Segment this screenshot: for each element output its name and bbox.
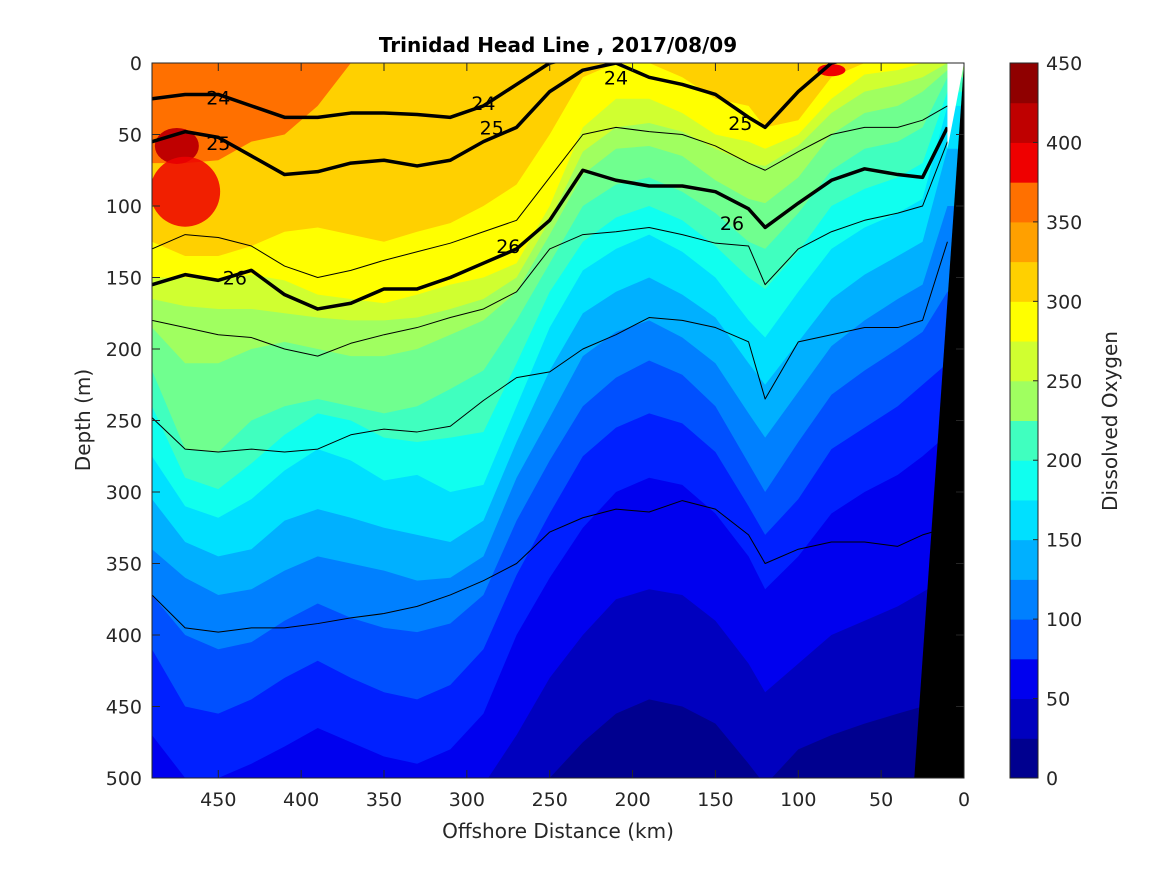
colorbar: 0 50 100 150 200 250 300 350 400 450: [1009, 53, 1082, 790]
density-contour-26: [152, 126, 949, 311]
colorbar-segment: [1010, 579, 1038, 620]
coast-blank: [947, 63, 964, 149]
y-tick-label: 500: [106, 768, 142, 790]
colorbar-segment: [1010, 539, 1038, 580]
y-tick-label: 100: [106, 196, 142, 218]
x-tick-label: 0: [958, 789, 970, 811]
colorbar-tick-label: 150: [1046, 530, 1082, 552]
density-contour-thin: [152, 141, 948, 357]
colorbar-tick-label: 200: [1046, 450, 1082, 472]
x-axis-label: Offshore Distance (km): [442, 819, 674, 843]
colorbar-segment: [1010, 301, 1038, 342]
density-contour-thin: [152, 105, 948, 278]
y-tick-label: 200: [106, 339, 142, 361]
colorbar-segment: [1010, 63, 1038, 104]
x-tick-label: 300: [449, 789, 485, 811]
contour-label-25: 25: [206, 133, 230, 155]
chart-title: Trinidad Head Line , 2017/08/09: [379, 33, 737, 57]
colorbar-tick-label: 350: [1046, 212, 1082, 234]
colorbar-segment: [1010, 658, 1038, 700]
y-tick-label: 50: [118, 125, 142, 147]
x-tick-label: 100: [780, 789, 816, 811]
y-tick-label: 150: [106, 268, 142, 290]
density-contour-thin: [152, 500, 948, 633]
density-contour-25: [152, 63, 840, 177]
contour-label-24: 24: [471, 93, 495, 115]
contour-label-26: 26: [223, 268, 247, 290]
contour-label-24: 24: [206, 87, 230, 109]
y-tick-label: 450: [106, 697, 142, 719]
colorbar-tick-label: 100: [1046, 609, 1082, 631]
x-tick-label: 400: [283, 789, 319, 811]
colorbar-tick-label: 450: [1046, 53, 1082, 75]
colorbar-tick-label: 50: [1046, 689, 1070, 711]
colorbar-segment: [1010, 619, 1038, 660]
x-tick-label: 350: [366, 789, 402, 811]
contour-label-25: 25: [480, 117, 504, 139]
colorbar-tick-label: 0: [1046, 768, 1058, 790]
x-tick-label: 150: [697, 789, 733, 811]
y-axis: 0 50 100 150 200 250 300 350 400 450 500: [106, 53, 964, 790]
density-contour-thin: [152, 241, 948, 453]
y-tick-label: 350: [106, 554, 142, 576]
colorbar-tick-label: 250: [1046, 371, 1082, 393]
x-axis: 450 400 350 300 250 200 150 100 50 0: [200, 63, 970, 811]
colorbar-segment: [1010, 420, 1038, 461]
y-axis-label: Depth (m): [71, 369, 95, 471]
colorbar-segment: [1010, 341, 1038, 382]
x-tick-label: 200: [614, 789, 650, 811]
density-contour-24: [152, 63, 559, 120]
y-tick-label: 0: [130, 53, 142, 75]
x-tick-label: 250: [532, 789, 568, 811]
contour-label-25: 25: [728, 113, 752, 135]
colorbar-segment: [1010, 102, 1038, 143]
colorbar-segment: [1010, 221, 1038, 263]
oxygen-band-25: [549, 692, 964, 778]
contour-label-26: 26: [496, 236, 520, 258]
bathymetry-mask: [914, 63, 964, 778]
colorbar-segment: [1010, 380, 1038, 421]
oxygen-high-patch: [152, 156, 221, 227]
x-tick-label: 450: [200, 789, 236, 811]
colorbar-segment: [1010, 460, 1038, 501]
colorbar-label: Dissolved Oxygen: [1098, 331, 1122, 511]
colorbar-segment: [1010, 182, 1038, 223]
contour-label-26: 26: [720, 213, 744, 235]
contour-label-24: 24: [604, 67, 628, 89]
colorbar-segment: [1010, 142, 1038, 183]
colorbar-segment: [1010, 499, 1038, 541]
colorbar-tick-label: 300: [1046, 291, 1082, 313]
colorbar-segment: [1010, 698, 1038, 739]
y-tick-label: 300: [106, 482, 142, 504]
x-tick-label: 50: [869, 789, 893, 811]
y-tick-label: 400: [106, 625, 142, 647]
y-tick-label: 250: [106, 411, 142, 433]
colorbar-segment: [1010, 738, 1038, 779]
colorbar-frame: [1009, 62, 1039, 779]
colorbar-tick-label: 400: [1046, 132, 1082, 154]
plot-area: [152, 63, 964, 778]
density-contours: [152, 63, 949, 633]
colorbar-segment: [1010, 261, 1038, 302]
